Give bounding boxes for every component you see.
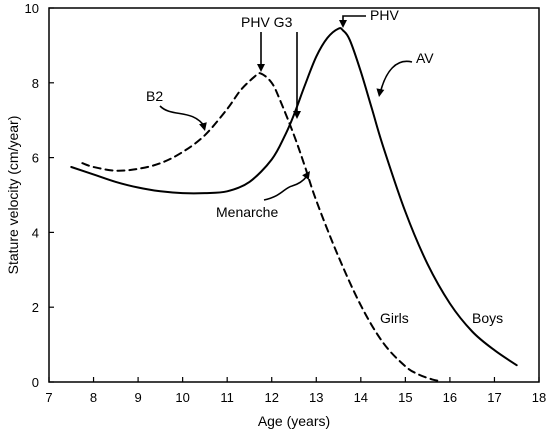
series-line-boys (70, 27, 518, 367)
annotation-b2: B2 (146, 88, 163, 104)
av-arrow-head (376, 88, 385, 97)
y-tick-label: 2 (32, 300, 39, 315)
annotation-av: AV (416, 50, 434, 66)
annotation-phv-g3: PHV G3 (241, 14, 293, 30)
annotation-menarche: Menarche (216, 204, 278, 220)
x-tick-label: 7 (45, 390, 52, 405)
x-tick-label: 10 (175, 390, 189, 405)
av-arrow (380, 60, 413, 91)
y-tick-label: 8 (32, 76, 39, 91)
phv-boys-arrow-head (339, 20, 347, 28)
annotation-arrows (159, 15, 413, 201)
x-tick-label: 17 (487, 390, 501, 405)
x-tick-label: 15 (398, 390, 412, 405)
menarche-arrow (263, 175, 308, 201)
y-tick-label: 4 (32, 225, 39, 240)
y-tick-label: 6 (32, 151, 39, 166)
x-axis-label: Age (years) (258, 413, 330, 429)
y-axis-label: Stature velocity (cm/year) (5, 116, 21, 275)
series-lines (70, 27, 518, 382)
b2-arrow-head (199, 122, 207, 131)
x-tick-label: 8 (90, 390, 97, 405)
x-tick-label: 12 (264, 390, 278, 405)
plot-frame (48, 7, 540, 383)
x-tick-label: 9 (134, 390, 141, 405)
g3-arrow-head (293, 111, 301, 119)
phv-boys-arrow (342, 15, 366, 22)
series-line-girls (81, 72, 440, 382)
x-tick-label: 14 (354, 390, 368, 405)
annotation-phv: PHV (370, 7, 399, 23)
axis-ticks: 7 8 9 10 11 12 13 14 15 16 17 18 0 2 4 6 8 10 (25, 1, 547, 405)
y-tick-label: 0 (32, 375, 39, 390)
menarche-arrow-head (302, 171, 310, 180)
x-tick-label: 16 (443, 390, 457, 405)
phv-girls-arrow-head (257, 64, 265, 72)
x-tick-label: 11 (220, 390, 234, 405)
y-tick-label: 10 (25, 1, 39, 16)
x-tick-label: 13 (309, 390, 323, 405)
b2-arrow (159, 105, 206, 128)
series-label-boys: Boys (472, 310, 503, 326)
series-label-girls: Girls (380, 310, 409, 326)
x-tick-label: 18 (532, 390, 546, 405)
